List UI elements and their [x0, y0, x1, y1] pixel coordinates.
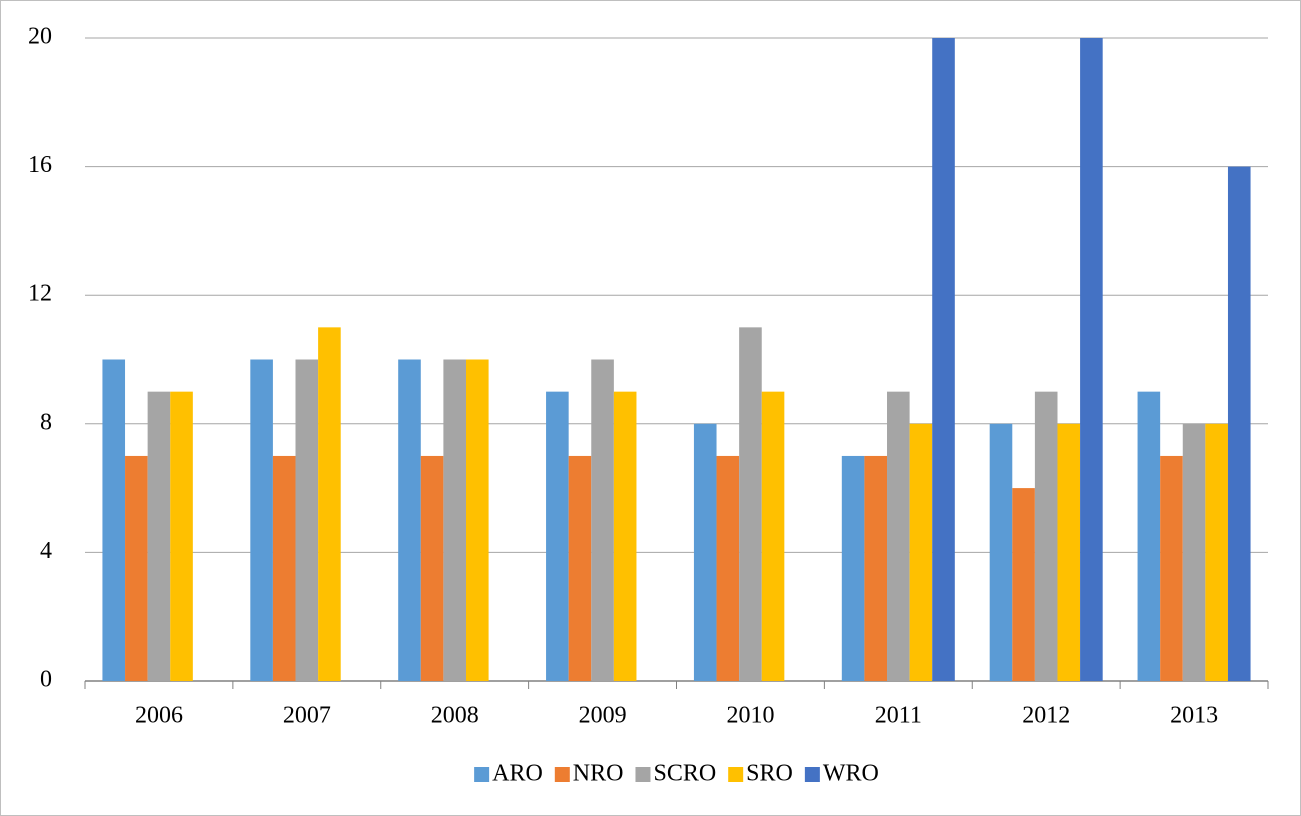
bar: [909, 423, 933, 681]
bar: [841, 455, 865, 681]
bar: [568, 455, 592, 681]
bar: [761, 391, 785, 681]
bar: [272, 455, 296, 681]
x-tick-label: 2009: [579, 703, 627, 729]
bar: [739, 327, 762, 681]
y-tick-label: 20: [28, 24, 52, 50]
bar: [250, 359, 273, 681]
x-tick-label: 2008: [431, 703, 479, 729]
bar: [420, 455, 444, 681]
legend-label: WRO: [823, 761, 879, 787]
bar: [1205, 423, 1228, 681]
x-tick-label: 2012: [1022, 703, 1070, 729]
x-tick-label: 2007: [283, 703, 331, 729]
bar: [989, 423, 1013, 681]
bar: [102, 359, 126, 681]
legend-swatch: [635, 767, 651, 782]
x-tick-label: 2006: [135, 703, 183, 729]
bar: [443, 359, 466, 681]
bar: [147, 391, 171, 681]
x-tick-label: 2011: [875, 703, 922, 729]
bar: [716, 455, 740, 681]
legend-label: SCRO: [653, 761, 716, 787]
bar: [613, 391, 637, 681]
y-tick-label: 8: [40, 409, 52, 435]
bar: [887, 391, 910, 681]
y-tick-label: 4: [40, 538, 52, 564]
bar: [591, 359, 614, 681]
legend-swatch: [474, 767, 490, 782]
bar: [318, 327, 341, 681]
x-tick-label: 2013: [1170, 703, 1218, 729]
y-tick-label: 16: [28, 152, 52, 178]
legend-label: SRO: [746, 761, 793, 787]
bar: [170, 391, 193, 681]
bar: [465, 359, 489, 681]
bar: [1160, 455, 1183, 681]
bar: [295, 359, 319, 681]
bar: [864, 455, 888, 681]
bar: [1137, 391, 1161, 681]
bar: [1080, 38, 1103, 681]
bar: [1227, 166, 1251, 682]
x-tick-label: 2010: [726, 703, 774, 729]
bar: [1182, 423, 1206, 681]
y-tick-label: 0: [40, 667, 52, 693]
legend-swatch: [804, 767, 820, 782]
legend-label: ARO: [492, 761, 543, 787]
legend-label: NRO: [573, 761, 624, 787]
y-tick-label: 12: [28, 281, 52, 307]
bar: [1057, 423, 1081, 681]
bar: [125, 455, 148, 681]
bar: [546, 391, 569, 681]
bar: [1034, 391, 1058, 681]
bar: [932, 38, 955, 681]
bar: [398, 359, 421, 681]
legend-swatch: [728, 767, 744, 782]
bar: [693, 423, 717, 681]
legend-swatch: [554, 767, 570, 782]
bar: [1012, 488, 1035, 681]
